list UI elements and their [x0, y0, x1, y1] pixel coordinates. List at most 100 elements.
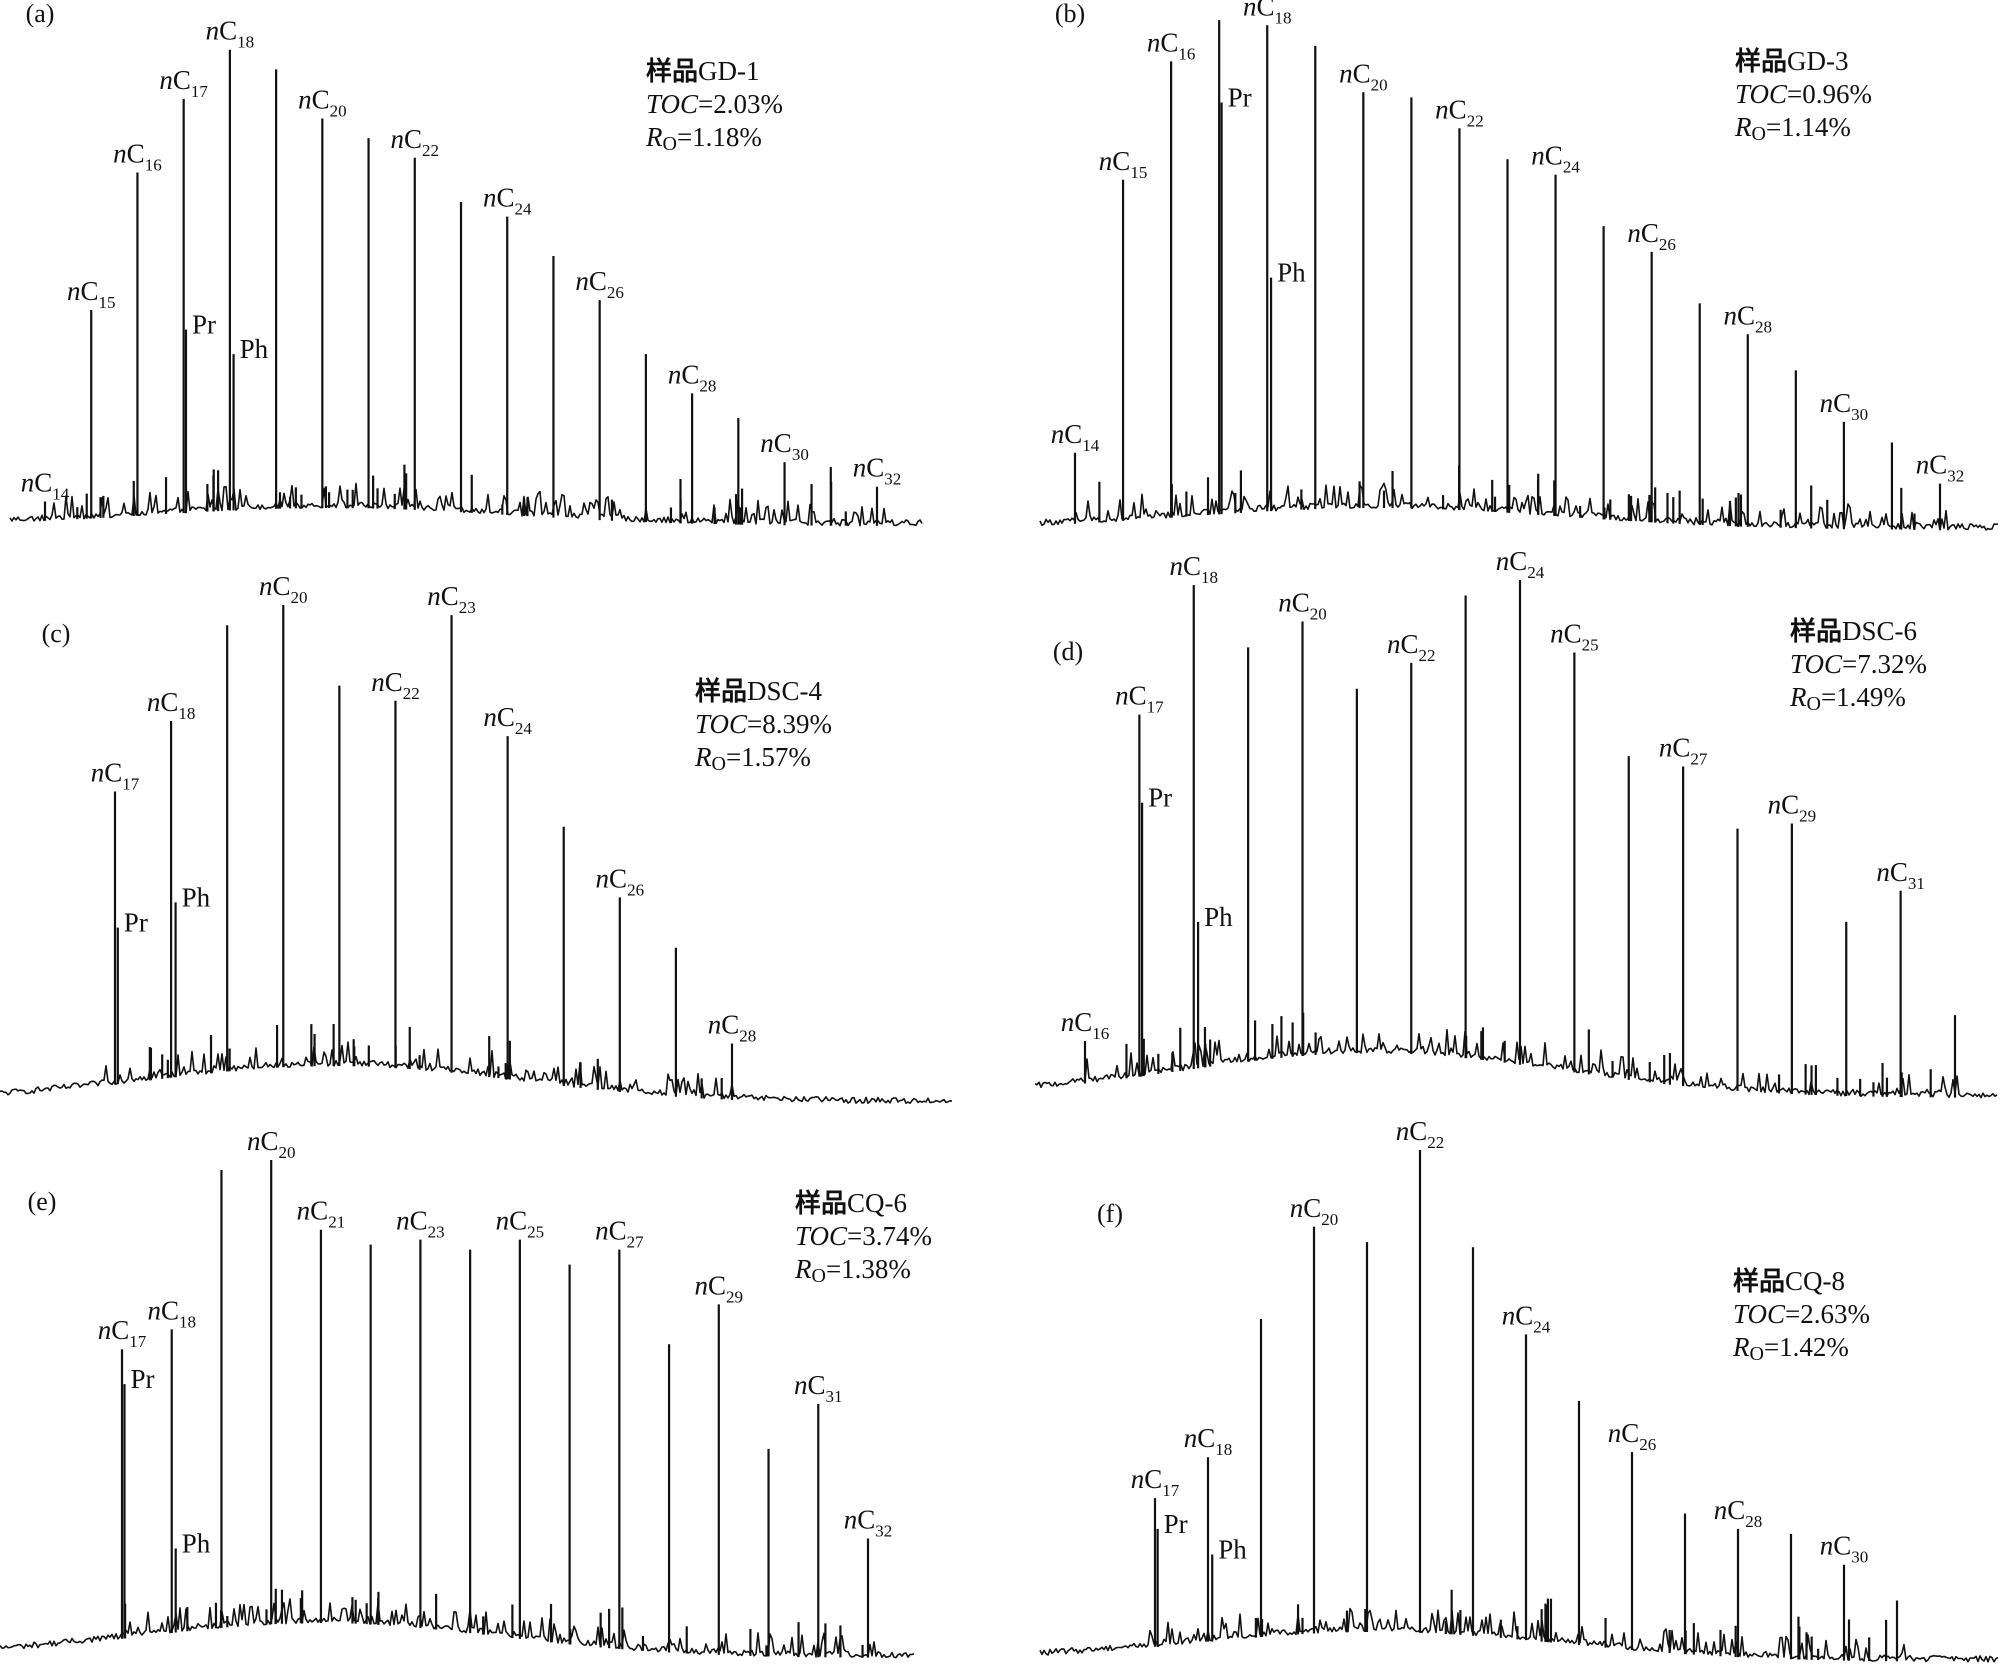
peak-label-nC18: nC18	[1184, 1423, 1233, 1459]
peak-label-nC32: nC32	[1916, 450, 1965, 486]
biomarker-label-ph: Ph	[1204, 902, 1233, 932]
chromatogram-panel-d: nC16 nC17 nC18 nC20 nC22 nC24 nC25 nC27 nC29 nC31…	[1034, 546, 1998, 1099]
toc-value: TOC=2.03%	[646, 89, 783, 119]
peak-label-nC31: nC31	[794, 1370, 843, 1406]
sample-label: 样品CQ-8	[1733, 1266, 1845, 1297]
peak-label-nC22: nC22	[391, 124, 440, 160]
peak-label-nC26: nC26	[575, 266, 624, 302]
peak-label-nC16: nC16	[113, 138, 162, 174]
peak-label-nC24: nC24	[1502, 1300, 1551, 1336]
peak-label-nC26: nC26	[1608, 1418, 1657, 1454]
panel-letter: (a)	[26, 0, 55, 28]
sample-label: 样品DSC-4	[695, 676, 823, 707]
peak-label-nC32: nC32	[853, 453, 902, 489]
toc-value: TOC=0.96%	[1735, 79, 1872, 109]
peak-label-nC28: nC28	[708, 1010, 757, 1046]
peak-label-nC28: nC28	[668, 359, 717, 395]
sample-label: 样品GD-1	[646, 56, 760, 87]
peak-label-nC15: nC15	[67, 276, 116, 312]
baseline-trace	[1039, 482, 1999, 531]
ro-value: RO=1.14%	[1734, 112, 1851, 145]
chromatogram-panel-a: nC14 nC15 nC16 nC17 nC18 nC20 nC22 nC24 nC26 nC28…	[9, 0, 923, 527]
chromatogram-panel-b: nC14 nC15 nC16 nC18 nC20 nC22 nC24 nC26 nC28 nC30…	[1039, 0, 1999, 531]
peak-label-nC31: nC31	[1876, 857, 1925, 893]
peak-label-nC24: nC24	[483, 702, 532, 738]
biomarker-label-pr: Pr	[1228, 83, 1252, 113]
peak-label-nC24: nC24	[1531, 141, 1580, 177]
biomarker-label-ph: Ph	[182, 1528, 211, 1558]
peak-label-nC30: nC30	[760, 428, 809, 464]
biomarker-label-ph: Ph	[1218, 1534, 1247, 1564]
peak-label-nC18: nC18	[147, 687, 196, 723]
peak-label-nC17: nC17	[1131, 1464, 1180, 1500]
peak-label-nC14: nC14	[21, 467, 70, 503]
biomarker-label-ph: Ph	[182, 882, 211, 912]
panel-letter: (d)	[1053, 637, 1083, 666]
peak-label-nC15: nC15	[1099, 146, 1148, 182]
peak-label-nC29: nC29	[1768, 789, 1817, 825]
biomarker-label-ph: Ph	[240, 334, 269, 364]
ro-value: RO=1.18%	[645, 122, 762, 155]
peak-label-nC18: nC18	[1243, 0, 1292, 27]
panel-letter: (e)	[28, 1187, 57, 1216]
peak-label-nC24: nC24	[1496, 546, 1545, 582]
peak-label-nC20: nC20	[259, 571, 308, 607]
peak-label-nC22: nC22	[371, 667, 420, 703]
biomarker-label-pr: Pr	[1164, 1509, 1188, 1539]
ro-value: RO=1.38%	[794, 1254, 911, 1287]
peak-label-nC20: nC20	[298, 84, 347, 120]
peak-label-nC22: nC22	[1396, 1116, 1445, 1152]
peak-label-nC30: nC30	[1820, 1531, 1869, 1567]
peak-label-nC17: nC17	[98, 1315, 147, 1351]
peak-label-nC32: nC32	[844, 1504, 893, 1540]
panel-letter: (b)	[1055, 0, 1085, 28]
sample-label: 样品CQ-6	[795, 1188, 907, 1219]
sample-label: 样品DSC-6	[1790, 616, 1917, 647]
peak-label-nC17: nC17	[159, 65, 208, 101]
ro-value: RO=1.57%	[694, 742, 811, 775]
toc-value: TOC=7.32%	[1790, 649, 1927, 679]
peak-label-nC25: nC25	[1550, 619, 1599, 655]
peak-label-nC16: nC16	[1061, 1007, 1110, 1043]
biomarker-label-pr: Pr	[130, 1364, 154, 1394]
peak-label-nC24: nC24	[483, 183, 532, 219]
peak-label-nC18: nC18	[1169, 551, 1218, 587]
panel-letter: (c)	[42, 619, 71, 648]
biomarker-label-pr: Pr	[192, 310, 216, 340]
peak-label-nC26: nC26	[1627, 218, 1676, 254]
baseline-trace	[1039, 1607, 1999, 1663]
peak-label-nC17: nC17	[91, 758, 140, 794]
peak-label-nC29: nC29	[695, 1270, 744, 1306]
peak-label-nC22: nC22	[1387, 629, 1436, 665]
peak-label-nC16: nC16	[1147, 27, 1196, 63]
peak-label-nC30: nC30	[1820, 388, 1869, 424]
baseline-trace	[0, 1598, 915, 1659]
peak-label-nC25: nC25	[496, 1206, 545, 1242]
peak-label-nC26: nC26	[596, 863, 645, 899]
peak-label-nC27: nC27	[595, 1216, 644, 1252]
baseline-trace	[9, 482, 923, 527]
sample-label: 样品GD-3	[1735, 46, 1849, 77]
biomarker-label-ph: Ph	[1277, 258, 1306, 288]
peak-label-nC21: nC21	[297, 1196, 346, 1232]
peak-label-nC27: nC27	[1659, 732, 1708, 768]
ro-value: RO=1.49%	[1789, 682, 1906, 715]
peak-label-nC20: nC20	[1278, 587, 1327, 623]
toc-value: TOC=8.39%	[695, 709, 832, 739]
biomarker-label-pr: Pr	[124, 908, 148, 938]
peak-label-nC18: nC18	[147, 1295, 196, 1331]
peak-label-nC20: nC20	[1339, 58, 1388, 94]
peak-label-nC18: nC18	[206, 16, 255, 52]
peak-label-nC20: nC20	[1290, 1193, 1339, 1229]
peak-label-nC23: nC23	[427, 581, 476, 617]
biomarker-label-pr: Pr	[1148, 783, 1172, 813]
panel-letter: (f)	[1097, 1199, 1123, 1228]
peak-label-nC28: nC28	[1714, 1495, 1763, 1531]
peak-label-nC28: nC28	[1724, 300, 1773, 336]
toc-value: TOC=3.74%	[795, 1221, 932, 1251]
peak-label-nC14: nC14	[1051, 419, 1100, 455]
